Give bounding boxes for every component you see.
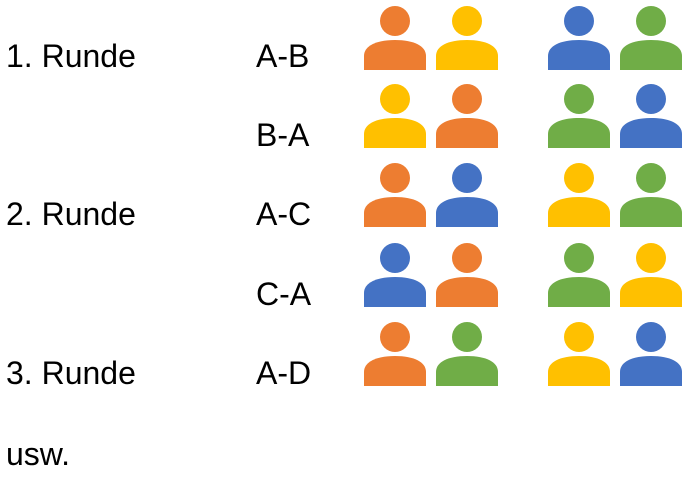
footer-text: usw. <box>6 436 71 472</box>
person-icon <box>436 84 498 148</box>
person-icon <box>548 163 610 227</box>
person-icon <box>364 163 426 227</box>
person-icon <box>620 322 682 386</box>
person-icon <box>364 84 426 148</box>
round-label-3: 3. Runde <box>6 355 136 391</box>
person-icon <box>436 243 498 307</box>
pair-label: A-D <box>256 355 312 391</box>
person-icon <box>364 322 426 386</box>
person-icon <box>548 84 610 148</box>
pair-label: A-B <box>256 38 310 74</box>
round-label-1: 1. Runde <box>6 38 136 74</box>
person-icon <box>620 6 682 70</box>
person-icon <box>620 243 682 307</box>
round-label-2: 2. Runde <box>6 196 136 232</box>
person-icon <box>620 84 682 148</box>
person-icon <box>548 322 610 386</box>
person-icon <box>364 243 426 307</box>
person-icon <box>436 163 498 227</box>
person-icon <box>548 6 610 70</box>
pair-label: B-A <box>256 117 310 153</box>
person-icon <box>436 322 498 386</box>
person-icon <box>620 163 682 227</box>
pair-label: C-A <box>256 276 312 312</box>
person-icon <box>436 6 498 70</box>
pair-label: A-C <box>256 196 312 232</box>
person-icon <box>548 243 610 307</box>
person-icon <box>364 6 426 70</box>
